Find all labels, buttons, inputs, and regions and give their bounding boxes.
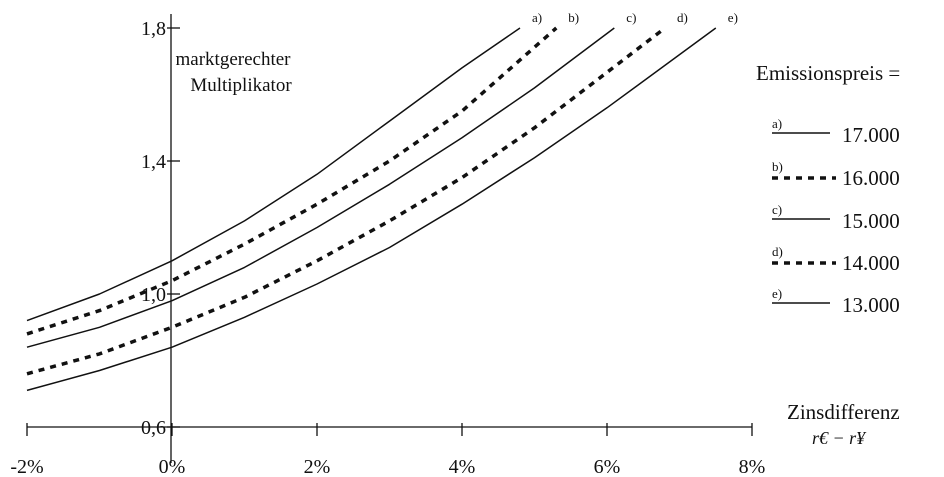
legend-item-d: d) 14.000 xyxy=(770,244,940,277)
ticks: -2% 0% 2% 4% 6% 8% 0,6 1,0 1,4 1,8 xyxy=(10,18,765,477)
curves: a) b) c) d) e) xyxy=(26,10,738,392)
axes xyxy=(27,14,752,463)
legend-key-a: a) xyxy=(772,116,783,131)
legend-swatch-e xyxy=(772,302,830,304)
x-tick-label: 8% xyxy=(739,456,766,477)
legend-item-b: b) 16.000 xyxy=(770,159,940,192)
legend-item-c: c) 15.000 xyxy=(770,202,940,235)
legend-key-b: b) xyxy=(772,159,783,174)
legend-key-d: d) xyxy=(772,244,783,259)
series-end-label-b: b) xyxy=(568,10,579,25)
legend-item-e: e) 13.000 xyxy=(770,286,940,319)
legend-value-c: 15.000 xyxy=(842,209,900,233)
x-tick-label: 6% xyxy=(594,456,621,477)
series-end-label-a: a) xyxy=(532,10,542,25)
legend-value-d: 14.000 xyxy=(842,251,900,275)
legend-value-e: 13.000 xyxy=(842,293,900,317)
legend-title: Emissionspreis = xyxy=(756,61,901,85)
x-tick-label: 2% xyxy=(304,456,331,477)
legend-swatch-a xyxy=(772,132,830,134)
series-line-a xyxy=(26,27,521,322)
series-end-label-e: e) xyxy=(728,10,738,25)
legend-value-a: 17.000 xyxy=(842,123,900,147)
y-tick-label: 1,0 xyxy=(141,284,166,306)
legend-key-c: c) xyxy=(772,202,783,217)
series-end-label-d: d) xyxy=(677,10,688,25)
series-end-label-c: c) xyxy=(626,10,636,25)
x-tick-label: -2% xyxy=(10,456,43,477)
series-line-e xyxy=(26,27,717,392)
legend-key-e: e) xyxy=(772,286,783,301)
x-tick-label: 0% xyxy=(159,456,186,477)
y-tick-label: 1,4 xyxy=(141,151,166,173)
y-tick-label: 1,8 xyxy=(141,18,166,40)
series-line-b xyxy=(26,26,558,336)
x-tick-label: 4% xyxy=(449,456,476,477)
y-axis-title-line-2: Multiplikator xyxy=(190,75,292,96)
legend-swatch-b xyxy=(772,176,836,180)
legend-value-b: 16.000 xyxy=(842,166,900,190)
x-axis-title: Zinsdifferenz xyxy=(787,400,900,424)
legend-item-a: a) 17.000 xyxy=(770,116,940,149)
x-axis-formula: r€ − r¥ xyxy=(812,428,866,448)
y-axis-title-line-1: marktgerechter xyxy=(176,49,292,70)
legend-swatch-d xyxy=(772,261,836,265)
series-line-d xyxy=(26,26,667,376)
series-line-c xyxy=(26,27,615,348)
legend-swatch-c xyxy=(772,218,830,220)
y-tick-label: 0,6 xyxy=(141,417,166,439)
